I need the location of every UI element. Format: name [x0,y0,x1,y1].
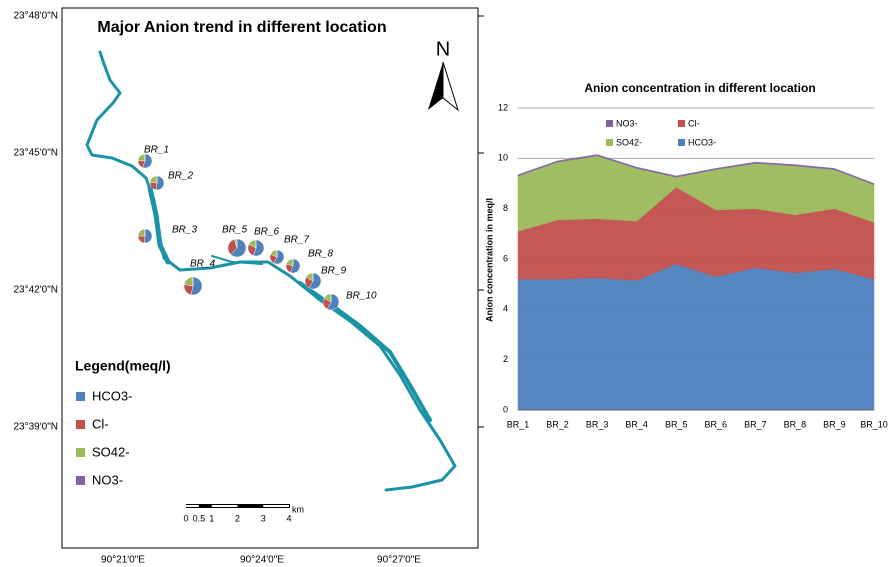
site-label: BR_5 [222,225,247,236]
north-label: N [436,38,450,60]
y-tick-label: 6 [503,253,508,263]
pie-slice [190,276,203,296]
site-label: BR_10 [346,291,377,302]
legend-label: SO42- [616,137,642,147]
legend-label: Cl- [92,416,109,431]
legend-swatch [678,120,685,127]
legend-title: Legend(meq/l) [75,358,171,374]
pie-slice [155,175,165,191]
scale-label: 0 [183,513,188,523]
map-title: Major Anion trend in different location [97,19,386,36]
site-label: BR_9 [321,266,346,277]
map-frame [61,7,479,549]
north-arrow [428,61,459,112]
lon-label: 90°21'0"E [101,555,145,566]
area [517,263,875,411]
area [517,154,875,186]
legend-label: HCO3- [92,388,132,403]
pie-slice [273,249,285,265]
x-tick-label: BR_4 [625,419,648,429]
scale-label: 2 [235,513,240,523]
x-tick-label: BR_10 [860,419,888,429]
scale-label: 3 [261,513,266,523]
scale-unit: km [292,504,304,514]
x-tick-label: BR_2 [546,419,569,429]
scale-label: 0.5 [193,513,206,523]
site-label: BR_6 [254,227,279,238]
north-arrow-left [428,62,443,110]
lat-label: 23°45'0"N [14,148,59,159]
legend-label: SO42- [92,444,130,459]
site-label: BR_7 [284,235,309,246]
pie-slice [290,258,301,274]
x-tick-label: BR_1 [507,419,530,429]
legend-swatch [678,139,685,146]
legend-swatch [606,120,613,127]
scale-label: 4 [286,513,291,523]
lat-label: 23°39'0"N [14,422,59,433]
site-label: BR_1 [144,145,169,156]
legend-swatch [76,392,85,401]
y-axis-label: Anion concentration in meq/l [484,198,494,322]
legend-label: Cl- [688,118,700,128]
north-arrow-right [442,61,459,112]
x-tick-label: BR_5 [665,419,688,429]
site-label: BR_3 [172,225,197,236]
y-tick-label: 10 [498,153,508,163]
lon-label: 90°27'0"E [377,555,421,566]
chart-title: Anion concentration in different locatio… [584,81,815,95]
y-tick-label: 2 [503,354,508,364]
legend-label: HCO3- [688,137,716,147]
x-tick-label: BR_7 [744,419,767,429]
legend-swatch [606,139,613,146]
pie-slice [144,228,153,244]
legend-swatch [76,420,85,429]
pie-slice [326,293,340,311]
y-tick-label: 12 [498,102,508,112]
legend-swatch [76,448,85,457]
site-label: BR_8 [308,249,333,260]
y-tick-label: 4 [503,304,508,314]
lon-label: 90°24'0"E [240,555,284,566]
legend-swatch [76,476,85,485]
x-tick-label: BR_8 [784,419,807,429]
y-tick-label: 0 [503,404,508,414]
lat-label: 23°48'0"N [14,11,59,22]
x-tick-label: BR_9 [823,419,846,429]
legend-label: NO3- [616,118,638,128]
site-label: BR_2 [168,171,193,182]
scale-label: 1 [209,513,214,523]
x-tick-label: BR_6 [705,419,728,429]
pie-slice [230,238,247,258]
x-tick-label: BR_3 [586,419,609,429]
site-label: BR_4 [190,259,215,270]
pie-slice [308,272,322,290]
pie-slice [142,153,153,169]
lat-label: 23°42'0"N [14,285,59,296]
y-tick-label: 8 [503,203,508,213]
legend-label: NO3- [92,472,123,487]
